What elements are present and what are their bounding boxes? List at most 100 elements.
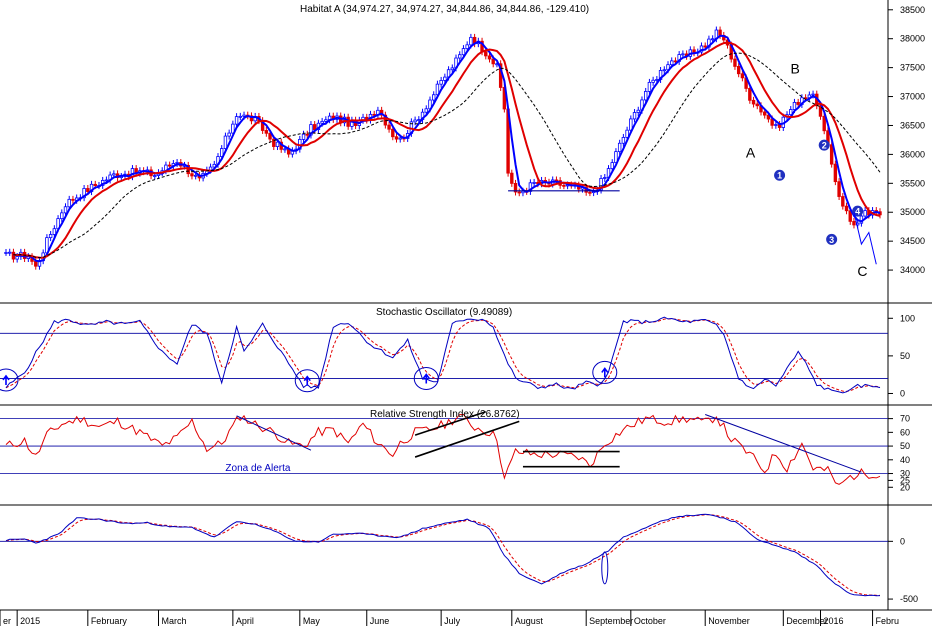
stochastic-signal-line (5, 318, 881, 392)
rsi-trendline (414, 420, 520, 458)
wave-count-circle (852, 205, 864, 217)
price-candle (610, 162, 614, 170)
x-tick-label: May (303, 616, 321, 626)
price-candle (223, 135, 228, 149)
price-candle (186, 164, 190, 175)
price-candle (863, 210, 867, 217)
momentum-signal-line (5, 514, 881, 596)
price-candle (703, 45, 707, 48)
price-candle (643, 91, 648, 101)
wave-label: B (790, 60, 799, 76)
price-candle (417, 119, 421, 121)
price-candle (487, 55, 492, 60)
stochastic-signal-marker (413, 366, 439, 390)
y-tick-label: 70 (900, 414, 910, 424)
y-tick-label: 34500 (900, 236, 925, 246)
moving-average-10 (13, 41, 881, 259)
wave-label: A (746, 144, 756, 160)
price-candle (670, 60, 674, 66)
x-tick-label: November (708, 616, 750, 626)
price-candle (193, 174, 198, 177)
price-candle (242, 114, 246, 117)
price-candle (829, 144, 834, 165)
x-tick-label: October (634, 616, 666, 626)
price-candle (372, 113, 376, 116)
price-candle (792, 101, 797, 110)
stochastic-signal-circle (592, 360, 618, 384)
up-arrow-icon (422, 373, 430, 384)
x-tick-label: July (444, 616, 461, 626)
price-candle (647, 81, 652, 92)
price-candle (60, 212, 64, 220)
price-candle (8, 251, 12, 254)
rsi-title: Relative Strength Index (26.8762) (370, 409, 520, 420)
wave-count-marker: 4 (852, 205, 864, 217)
price-candle (517, 191, 521, 194)
price-candle (755, 103, 759, 107)
x-tick-label: March (161, 616, 186, 626)
price-candle (424, 108, 428, 113)
price-candle (461, 48, 466, 56)
stochastic-line (5, 316, 881, 394)
price-candle (748, 88, 752, 101)
price-candle (63, 206, 68, 214)
price-candle (312, 124, 317, 131)
y-tick-label: 50 (900, 351, 910, 361)
price-candle (439, 80, 443, 85)
price-candle (387, 124, 391, 130)
wave-label: C (857, 263, 867, 279)
price-candle (469, 36, 473, 46)
rsi-trendline (705, 414, 862, 473)
price-candle (766, 114, 771, 120)
y-tick-label: 35000 (900, 207, 925, 217)
y-tick-label: 38500 (900, 5, 925, 15)
price-candle (231, 123, 235, 134)
momentum-signal-circle (601, 551, 609, 585)
price-candle (275, 141, 280, 147)
wave-count-number: 3 (829, 235, 834, 245)
price-candle (398, 137, 402, 140)
stochastic-signal-marker (0, 368, 19, 392)
price-candle (238, 115, 243, 118)
price-candle (818, 105, 823, 117)
price-candle (632, 112, 637, 120)
price-candle (67, 198, 71, 208)
price-candle (190, 173, 194, 177)
y-tick-label: -500 (900, 594, 918, 604)
price-candle (681, 53, 685, 56)
price-candle (249, 115, 254, 122)
price-candle (86, 188, 90, 193)
price-candle (450, 67, 454, 71)
x-tick-label: December (786, 616, 828, 626)
price-candle (736, 66, 741, 75)
moving-average-22 (13, 52, 881, 259)
y-tick-label: 35500 (900, 178, 925, 188)
price-candle (391, 128, 395, 138)
price-candle (167, 164, 172, 167)
price-candle (413, 119, 417, 123)
price-candle (833, 163, 838, 183)
price-candle (733, 58, 737, 67)
rsi-annotation: Zona de Alerta (225, 463, 290, 474)
price-candle (93, 183, 97, 187)
y-tick-label: 30 (900, 469, 910, 479)
price-candle (710, 38, 715, 41)
price-candle (320, 120, 324, 124)
y-tick-label: 25 (900, 475, 910, 485)
stochastic-signal-marker (294, 369, 320, 393)
wave-count-number: 4 (855, 207, 860, 217)
price-candle (15, 256, 19, 260)
x-tick-label: September (589, 616, 633, 626)
rsi-trendline (236, 415, 312, 451)
stochastic-signal-marker (592, 360, 618, 384)
wave-count-marker: 1 (774, 169, 786, 181)
x-tick-label: er (3, 616, 11, 626)
price-candle (227, 132, 231, 137)
y-tick-label: 0 (900, 536, 905, 546)
y-tick-label: 50 (900, 441, 910, 451)
y-tick-label: 40 (900, 455, 910, 465)
price-candle (789, 109, 793, 116)
price-candle (841, 196, 845, 207)
price-candle (272, 138, 276, 147)
y-tick-label: 20 (900, 482, 910, 492)
